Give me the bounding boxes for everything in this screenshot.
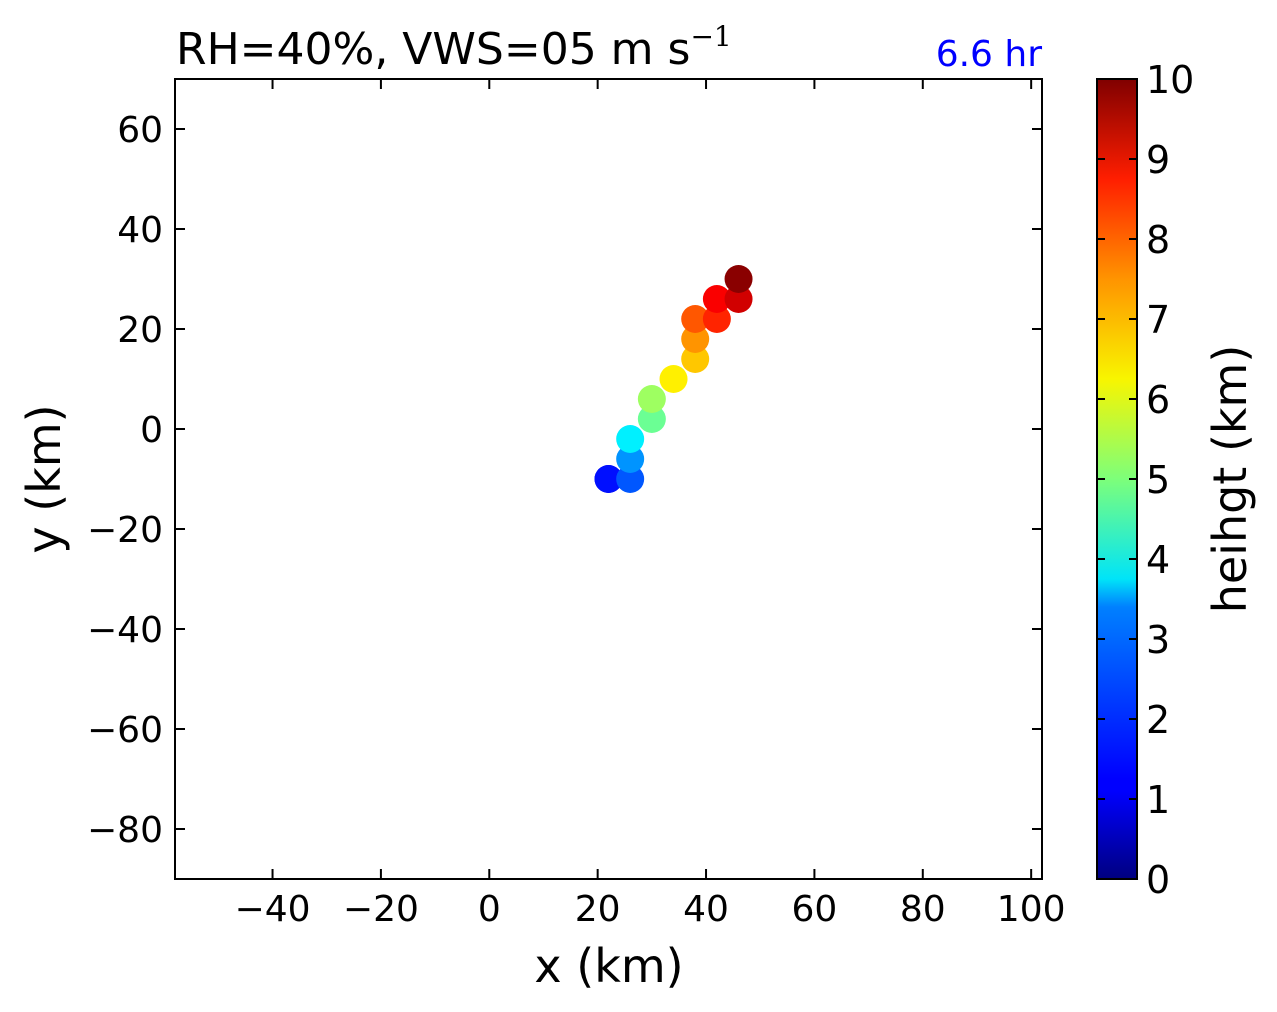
x-tick-label: 40: [683, 889, 729, 930]
scatter-point: [681, 345, 710, 373]
colorbar-label: heihgt (km): [1203, 345, 1257, 614]
y-tick-label: −40: [87, 610, 163, 651]
colorbar-ticks: 0 1 2 3 4 5 6 7 8 9 10: [1097, 58, 1194, 902]
scatter-point: [702, 305, 731, 333]
x-tick-label: 100: [997, 889, 1066, 930]
colorbar-tick-label: 8: [1146, 218, 1170, 262]
colorbar-tick-label: 7: [1146, 298, 1170, 342]
x-tick-label: 0: [478, 889, 501, 930]
colorbar-tick-label: 6: [1146, 378, 1170, 422]
x-tick-label: 20: [575, 889, 621, 930]
x-axis-label: x (km): [534, 939, 683, 993]
y-tick-label: 60: [117, 110, 163, 151]
x-tick-label: −40: [235, 889, 311, 930]
plot-frame: [174, 78, 1043, 880]
time-label: 6.6 hr: [936, 34, 1043, 75]
colorbar-tick-label: 9: [1146, 138, 1170, 182]
y-tick-label: 0: [140, 410, 163, 451]
axis-ticks: −40 −20 0 20 40 60 80 100 60 40 20 0 −20 −40 −60 −80: [87, 79, 1066, 930]
y-tick-label: −20: [87, 510, 163, 551]
scatter-point: [681, 325, 710, 353]
scatter-point: [616, 445, 645, 473]
scatter-point: [681, 305, 710, 333]
x-tick-label: 80: [900, 889, 946, 930]
title-superscript: −1: [690, 20, 731, 53]
chart-title: RH=40%, VWS=05 m s−1: [176, 20, 732, 75]
scatter-point: [637, 385, 666, 413]
colorbar: 0 1 2 3 4 5 6 7 8 9 10 heihgt (km): [1096, 58, 1257, 902]
y-tick-label: −60: [87, 710, 163, 751]
colorbar-tick-label: 0: [1146, 858, 1170, 902]
scatter-point: [702, 285, 731, 313]
y-tick-label: 20: [117, 310, 163, 351]
scatter-point: [616, 465, 645, 493]
x-tick-label: 60: [792, 889, 838, 930]
colorbar-tick-label: 4: [1146, 538, 1170, 582]
colorbar-tick-label: 10: [1146, 58, 1194, 102]
colorbar-tick-label: 3: [1146, 618, 1170, 662]
scatter-point: [659, 365, 688, 393]
x-tick-label: −20: [343, 889, 419, 930]
scatter-point: [724, 265, 753, 293]
scatter-point: [637, 405, 666, 433]
scatter-point: [616, 425, 645, 453]
colorbar-tick-label: 2: [1146, 698, 1170, 742]
scatter-point: [724, 285, 753, 313]
colorbar-tick-label: 5: [1146, 458, 1170, 502]
colorbar-tick-label: 1: [1146, 778, 1170, 822]
points-layer: [594, 265, 753, 493]
y-tick-label: −80: [87, 810, 163, 851]
plot-area: −40 −20 0 20 40 60 80 100 60 40 20 0 −20 −40 −60 −80: [87, 78, 1066, 930]
y-tick-label: 40: [117, 210, 163, 251]
y-axis-label: y (km): [17, 404, 71, 553]
scatter-point: [594, 465, 623, 493]
